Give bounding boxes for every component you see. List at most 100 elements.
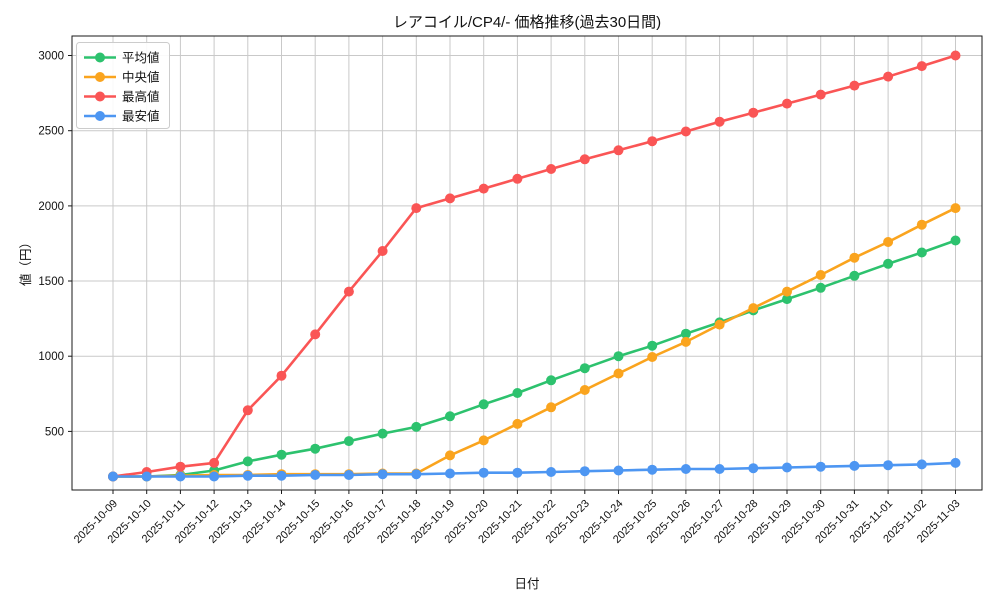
- data-point: [175, 471, 186, 482]
- data-point: [209, 471, 220, 482]
- data-point: [411, 421, 422, 432]
- data-point: [883, 237, 894, 247]
- legend-item-average: 平均値: [84, 50, 160, 65]
- data-point: [478, 399, 489, 410]
- data-point: [546, 375, 557, 386]
- data-point: [950, 235, 961, 246]
- data-point: [546, 467, 557, 477]
- legend-label: 中央値: [122, 70, 160, 85]
- data-point: [680, 464, 691, 474]
- data-point: [175, 461, 186, 472]
- data-point: [782, 462, 792, 473]
- data-point: [512, 388, 523, 398]
- data-point: [782, 98, 792, 109]
- grid: [72, 36, 982, 490]
- data-point: [647, 340, 658, 351]
- legend-box: [76, 42, 170, 129]
- series-line: [111, 461, 957, 478]
- data-point: [445, 468, 455, 479]
- data-point: [579, 363, 590, 374]
- data-point: [950, 457, 961, 468]
- legend-item-min: 最安値: [84, 109, 160, 124]
- data-point: [815, 89, 826, 100]
- data-point: [377, 469, 388, 480]
- legend-swatch-marker: [95, 72, 105, 82]
- data-point: [883, 258, 894, 269]
- chart-title: レアコイル/CP4/- 価格推移(過去30日間): [392, 14, 662, 31]
- series-median: [108, 203, 961, 482]
- data-point: [445, 411, 455, 422]
- data-point: [242, 456, 253, 467]
- data-point: [950, 50, 961, 61]
- data-point: [748, 107, 759, 118]
- y-tick-label: 1000: [38, 351, 64, 363]
- data-point: [579, 385, 590, 395]
- data-point: [310, 329, 321, 340]
- data-point: [680, 328, 691, 339]
- legend-label: 最高値: [122, 89, 160, 104]
- data-point: [276, 470, 287, 481]
- axes-frame: [68, 35, 983, 494]
- data-point: [276, 449, 287, 460]
- y-tick-label: 500: [45, 426, 64, 438]
- data-point: [411, 203, 422, 214]
- data-point: [445, 450, 455, 461]
- data-point: [310, 443, 321, 454]
- legend-swatch-marker: [95, 111, 105, 121]
- series-min: [108, 457, 961, 482]
- data-point: [849, 270, 860, 281]
- legend-label: 最安値: [122, 109, 160, 124]
- data-point: [647, 352, 658, 362]
- data-point: [546, 164, 557, 174]
- data-point: [579, 154, 590, 165]
- data-point: [815, 461, 826, 472]
- data-point: [680, 126, 691, 137]
- y-tick-label: 2000: [38, 201, 64, 213]
- data-point: [883, 71, 894, 82]
- data-point: [849, 252, 860, 263]
- data-point: [209, 457, 220, 468]
- data-point: [916, 247, 927, 258]
- y-tick-label: 2500: [38, 126, 64, 138]
- data-point: [343, 436, 354, 447]
- data-point: [478, 183, 489, 194]
- data-point: [748, 463, 759, 474]
- data-point: [276, 370, 287, 381]
- data-point: [613, 368, 624, 379]
- data-point: [883, 460, 894, 471]
- series-line: [111, 54, 957, 478]
- data-point: [782, 286, 792, 297]
- y-axis-label: 値（円）: [19, 236, 33, 287]
- data-point: [849, 460, 860, 471]
- x-axis-label: 日付: [514, 577, 540, 591]
- data-point: [343, 286, 354, 297]
- y-tick-label: 1500: [38, 276, 64, 288]
- data-point: [546, 402, 557, 413]
- data-point: [714, 319, 725, 330]
- data-point: [512, 467, 523, 478]
- data-point: [613, 351, 624, 362]
- data-point: [916, 61, 927, 72]
- data-point: [445, 193, 455, 204]
- data-point: [512, 418, 523, 429]
- data-point: [815, 282, 826, 293]
- data-point: [782, 294, 792, 305]
- data-point: [512, 173, 523, 184]
- data-point: [377, 246, 388, 256]
- y-tick-label: 3000: [38, 51, 64, 63]
- data-point: [647, 136, 658, 147]
- data-point: [242, 470, 253, 481]
- data-point: [714, 464, 725, 474]
- series-line: [111, 239, 957, 478]
- data-point: [242, 405, 253, 416]
- data-point: [849, 80, 860, 91]
- data-point: [613, 465, 624, 476]
- data-point: [950, 203, 961, 214]
- data-point: [108, 471, 118, 482]
- data-point: [478, 435, 489, 446]
- data-point: [916, 219, 927, 230]
- data-point: [680, 336, 691, 347]
